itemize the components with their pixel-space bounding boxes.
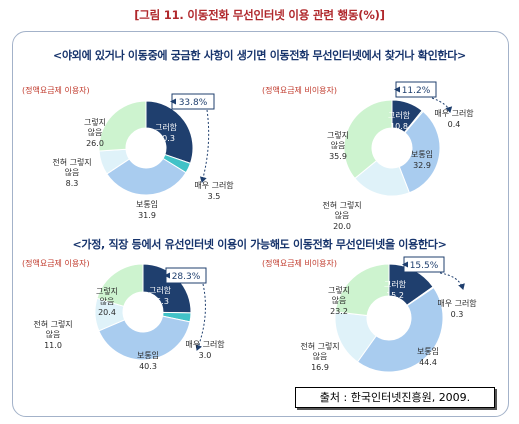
slice-label: 매우 그러함 3.5 — [194, 181, 234, 201]
highlight-arrow — [439, 272, 465, 290]
highlight-arrow-tip — [170, 98, 176, 105]
chart-subtitle: (정액요금제 비이용자) — [262, 258, 337, 268]
slice-label: 보통임 44.4 — [417, 347, 439, 367]
slice-label: 그러함 25.3 — [149, 286, 172, 306]
slice-보통임 — [98, 315, 191, 361]
slice-label: 전혀 그렇지 않음 16.9 — [300, 341, 339, 372]
slice-label: 전혀 그렇지 않음 11.0 — [33, 319, 72, 350]
highlight-arrow-tip — [164, 272, 170, 279]
slice-label: 그렇지 않음 20.4 — [96, 286, 118, 317]
chart-subtitle: (정액요금제 이용자) — [22, 85, 90, 95]
donut-chart-4: (정액요금제 비이용자) 15.5%그러함 15.2 매우 그러함 0.3 보통임 44.4… — [262, 256, 477, 373]
source-note: 출처 : 한국인터넷진흥원, 2009. — [295, 387, 495, 408]
slice-그렇지-않음 — [334, 263, 390, 317]
slice-label: 그렇지 않음 23.2 — [328, 285, 350, 316]
slice-보통임 — [356, 286, 444, 373]
highlight-arrow — [199, 109, 210, 183]
section-title-1: <야외에 있거나 이동중에 궁금한 사항이 생기면 이동전화 무선인터넷에서 찾… — [53, 49, 466, 62]
slice-label: 보통임 32.9 — [411, 150, 433, 170]
slice-보통임 — [398, 110, 441, 194]
slice-label: 매우 그러함 0.3 — [437, 299, 477, 319]
slice-label: 그렇지 않음 35.9 — [327, 130, 349, 161]
highlight-value: 15.5% — [410, 261, 439, 271]
slice-보통임 — [106, 157, 187, 196]
slice-label: 매우 그러함 3.0 — [185, 340, 225, 360]
slice-label: 그러함 10.8 — [388, 111, 411, 131]
slice-그렇지-않음 — [98, 100, 147, 152]
highlight-value: 28.3% — [172, 272, 201, 282]
donut-chart-1: (정액요금제 이용자) 33.8% 그러함 30.3 매우 그러함 3.5 보통임 31.9 전… — [22, 85, 234, 220]
highlight-value: 33.8% — [179, 98, 208, 108]
section-title-2: <가정, 직장 등에서 유선인터넷 이용이 가능해도 이동전화 무선인터넷을 이… — [72, 238, 447, 251]
slice-label: 그렇지 않음 26.0 — [84, 117, 106, 148]
slice-label: 그러함 30.3 — [155, 123, 178, 143]
slice-label: 전혀 그렇지 않음 8.3 — [52, 157, 91, 188]
slice-label: 보통임 31.9 — [136, 200, 158, 220]
highlight-arrow-tip — [394, 86, 400, 93]
slice-label: 그러함 15.2 — [384, 280, 407, 300]
chart-subtitle: (정액요금제 비이용자) — [262, 85, 337, 95]
slice-그렇지-않음 — [96, 263, 144, 307]
slice-label: 전혀 그렇지 않음 20.0 — [322, 200, 361, 231]
donut-chart-3: (정액요금제 이용자) 28.3%그러함 25.3 매우 그러함 3.0 보통임 40.3 전… — [22, 258, 225, 371]
donut-chart-2: (정액요금제 비이용자) 11.2% 그러함 10.8 매우 그러함 0.4 보통임 32.9… — [262, 81, 474, 231]
figure-title: [그림 11. 이동전화 무선인터넷 이용 관련 행동(%)] — [134, 8, 385, 22]
highlight-arrow-tip — [402, 261, 408, 268]
slice-그렇다 — [145, 100, 194, 165]
slice-label: 보통임 40.3 — [137, 351, 159, 371]
slice-그렇지-않음 — [343, 99, 393, 180]
slice-그렇다 — [142, 263, 192, 314]
highlight-arrow — [195, 283, 206, 351]
chart-subtitle: (정액요금제 이용자) — [22, 258, 90, 268]
highlight-value: 11.2% — [402, 86, 431, 96]
slice-label: 매우 그러함 0.4 — [434, 109, 474, 129]
